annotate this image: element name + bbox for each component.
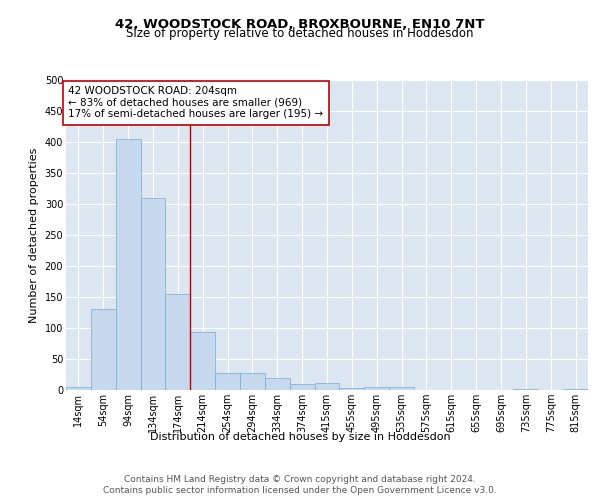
- Bar: [389, 387, 414, 390]
- Bar: [215, 374, 240, 390]
- Bar: [116, 139, 140, 390]
- Text: Distribution of detached houses by size in Hoddesdon: Distribution of detached houses by size …: [149, 432, 451, 442]
- Bar: [166, 294, 190, 390]
- Text: Contains public sector information licensed under the Open Government Licence v3: Contains public sector information licen…: [103, 486, 497, 495]
- Bar: [364, 387, 389, 390]
- Text: Size of property relative to detached houses in Hoddesdon: Size of property relative to detached ho…: [126, 28, 474, 40]
- Text: 42, WOODSTOCK ROAD, BROXBOURNE, EN10 7NT: 42, WOODSTOCK ROAD, BROXBOURNE, EN10 7NT: [115, 18, 485, 30]
- Text: Contains HM Land Registry data © Crown copyright and database right 2024.: Contains HM Land Registry data © Crown c…: [124, 475, 476, 484]
- Bar: [340, 388, 364, 390]
- Bar: [240, 372, 265, 390]
- Bar: [290, 384, 314, 390]
- Text: 42 WOODSTOCK ROAD: 204sqm
← 83% of detached houses are smaller (969)
17% of semi: 42 WOODSTOCK ROAD: 204sqm ← 83% of detac…: [68, 86, 323, 120]
- Bar: [514, 389, 538, 390]
- Bar: [91, 310, 116, 390]
- Bar: [190, 332, 215, 390]
- Bar: [66, 387, 91, 390]
- Bar: [140, 198, 166, 390]
- Bar: [265, 378, 290, 390]
- Y-axis label: Number of detached properties: Number of detached properties: [29, 148, 39, 322]
- Bar: [314, 383, 340, 390]
